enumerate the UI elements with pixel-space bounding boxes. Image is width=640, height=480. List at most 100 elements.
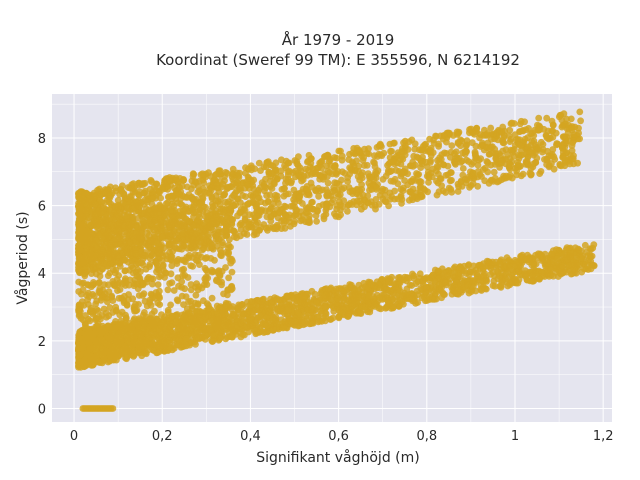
data-point: [285, 306, 292, 314]
data-point: [292, 206, 300, 214]
data-point: [409, 175, 417, 183]
data-point: [406, 295, 413, 303]
data-point: [172, 237, 180, 245]
data-point: [91, 201, 99, 208]
data-point: [346, 164, 353, 172]
data-point: [178, 266, 186, 274]
data-point: [378, 276, 386, 284]
data-point: [461, 148, 469, 155]
data-point: [422, 158, 430, 166]
data-point: [497, 269, 505, 276]
data-point: [322, 286, 330, 294]
data-point: [324, 189, 332, 197]
data-point: [440, 161, 448, 169]
data-point: [484, 159, 492, 167]
data-point: [412, 280, 420, 287]
data-point: [464, 281, 472, 288]
data-point: [375, 281, 383, 289]
data-point: [564, 256, 572, 263]
data-point: [535, 275, 543, 283]
data-point: [550, 165, 558, 173]
data-point: [439, 187, 447, 195]
data-point: [559, 148, 567, 156]
data-point: [219, 180, 227, 188]
data-point: [117, 334, 125, 342]
data-point: [213, 302, 221, 310]
data-point: [547, 266, 554, 273]
data-point: [429, 165, 437, 173]
data-point: [410, 152, 418, 160]
data-point: [311, 170, 319, 178]
data-point: [384, 297, 392, 305]
data-point: [420, 147, 428, 155]
data-point: [257, 198, 265, 206]
data-point: [483, 130, 491, 137]
data-point: [173, 260, 181, 267]
data-point: [522, 271, 530, 278]
data-point: [100, 305, 108, 313]
data-point: [314, 208, 321, 215]
data-point: [332, 212, 340, 220]
data-point: [588, 252, 596, 260]
data-point: [262, 175, 269, 183]
data-point: [479, 141, 486, 149]
data-point: [417, 164, 425, 172]
data-point: [308, 199, 315, 206]
data-point: [507, 266, 515, 274]
data-point: [192, 341, 199, 348]
data-point: [114, 203, 122, 211]
data-point: [237, 185, 244, 192]
data-point: [516, 120, 524, 128]
data-point: [139, 261, 147, 269]
data-point: [430, 140, 438, 147]
data-point: [130, 352, 137, 360]
data-point: [396, 279, 404, 287]
data-point: [330, 163, 338, 171]
data-point: [178, 278, 186, 285]
data-point: [454, 188, 462, 195]
data-point: [338, 186, 346, 193]
data-point: [129, 188, 137, 196]
data-point: [344, 208, 351, 215]
data-point: [544, 259, 552, 267]
data-point: [263, 314, 271, 321]
data-point: [317, 307, 324, 315]
data-point: [425, 179, 432, 186]
data-point: [552, 246, 560, 254]
data-point: [489, 268, 497, 276]
data-point: [552, 268, 559, 276]
data-point: [265, 308, 273, 315]
data-point: [133, 229, 140, 236]
data-point: [283, 292, 290, 300]
data-point: [363, 149, 371, 157]
data-point: [558, 262, 566, 270]
data-point: [571, 123, 579, 131]
data-point: [282, 179, 289, 187]
data-point: [484, 168, 492, 176]
data-point: [107, 183, 114, 191]
data-point: [291, 318, 299, 325]
data-point: [558, 249, 566, 257]
data-point: [559, 153, 567, 161]
data-point: [387, 177, 395, 185]
data-point: [401, 177, 408, 184]
data-point: [446, 275, 454, 283]
data-point: [130, 180, 137, 188]
data-point: [581, 241, 589, 249]
data-point: [550, 153, 558, 161]
data-point: [285, 214, 293, 222]
data-point: [386, 189, 394, 197]
data-point: [392, 153, 400, 161]
data-point: [517, 142, 525, 150]
data-point: [312, 299, 320, 306]
data-point: [416, 193, 424, 201]
data-point: [247, 191, 255, 199]
data-point: [335, 314, 343, 322]
data-point: [397, 193, 405, 201]
data-point: [245, 223, 253, 231]
data-point: [467, 268, 475, 275]
data-point: [364, 199, 372, 206]
data-point: [216, 201, 224, 208]
data-point: [297, 167, 305, 175]
data-point: [98, 336, 106, 343]
